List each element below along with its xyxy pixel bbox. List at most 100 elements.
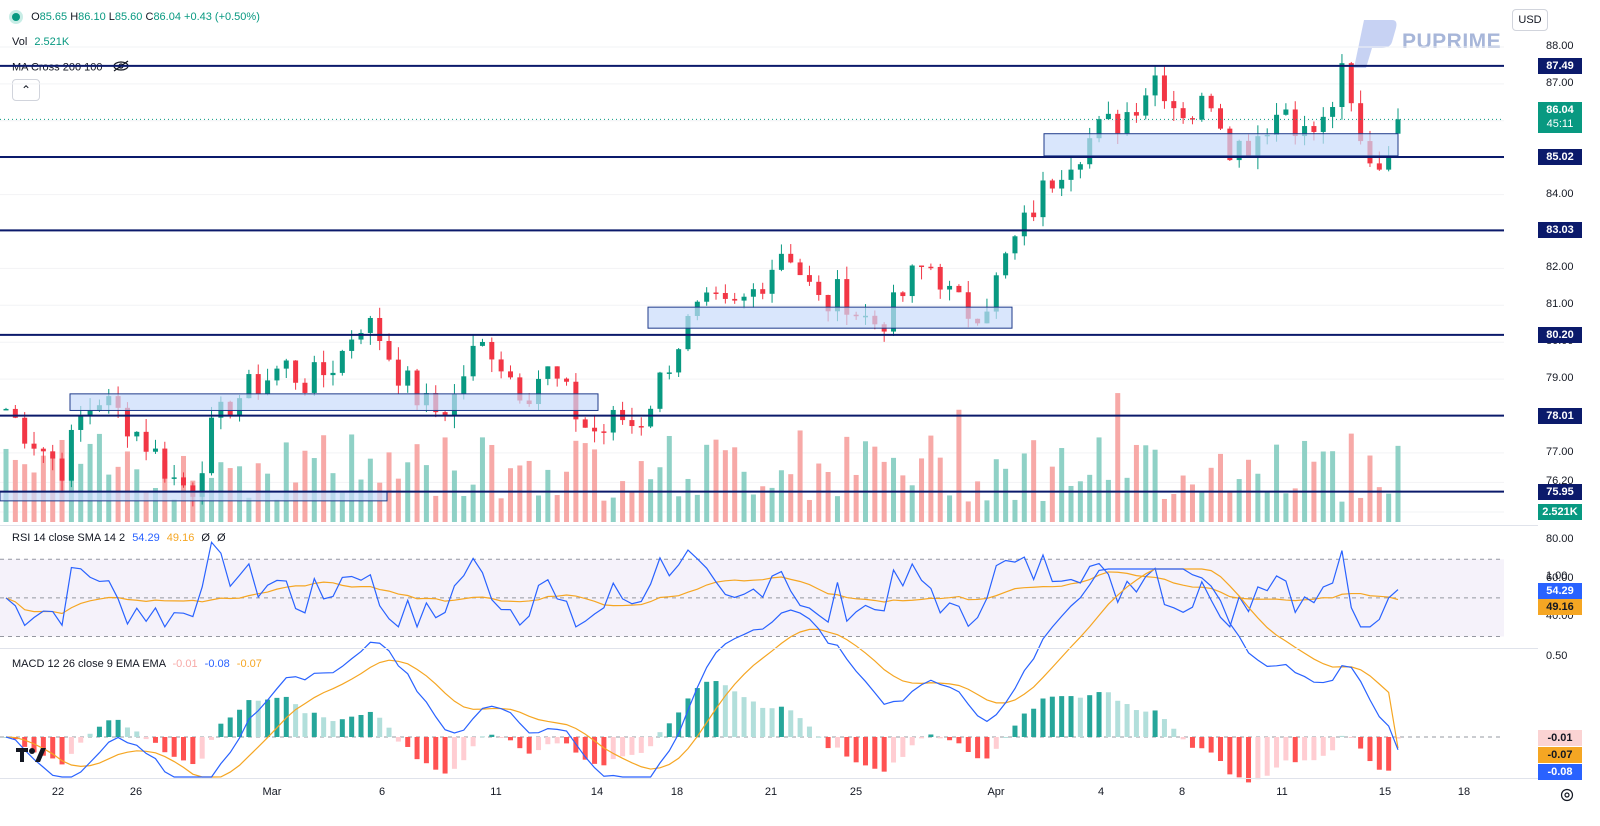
volume-tag: 2.521K: [1538, 504, 1582, 520]
volume-bar: [1367, 455, 1373, 522]
macd-histogram-bar: [255, 700, 261, 737]
volume-bar: [713, 439, 719, 522]
macd-histogram-bar: [274, 697, 280, 737]
macd-histogram-bar: [1003, 736, 1009, 738]
candle-body: [181, 477, 187, 486]
candle-body: [1068, 169, 1074, 180]
macd-histogram-bar: [349, 716, 355, 737]
volume-bar: [666, 435, 672, 522]
time-axis-label: 15: [1378, 786, 1392, 798]
macd-histogram-bar: [96, 726, 102, 737]
pane-separator-macd[interactable]: [0, 648, 1538, 649]
macd-histogram-bar: [1274, 737, 1280, 768]
volume-bar: [1096, 437, 1102, 522]
volume-bar: [676, 496, 682, 522]
candle-body: [40, 448, 46, 452]
macd-histogram-bar: [1031, 708, 1037, 737]
candle-body: [554, 366, 560, 379]
volume-bar: [1302, 440, 1308, 522]
low-label: L: [108, 11, 115, 23]
time-axis-label: 18: [670, 786, 684, 798]
candle-body: [1152, 75, 1158, 96]
candle-body: [909, 265, 915, 297]
candle-body: [1208, 95, 1214, 109]
volume-bar: [152, 487, 158, 522]
volume-legend[interactable]: Vol 2.521K: [12, 36, 69, 48]
time-axis-separator: [0, 778, 1538, 779]
macd-histogram-bar: [330, 721, 336, 737]
macd-hist-value: -0.01: [172, 658, 198, 670]
volume-bar: [1003, 468, 1009, 522]
macd-histogram-bar: [1189, 737, 1195, 748]
price-axis-label: 88.00: [1546, 40, 1574, 52]
macd-histogram-bar: [592, 737, 598, 764]
volume-bar: [984, 500, 990, 522]
volume-bar: [722, 450, 728, 522]
rsi-sma-value: 49.16: [166, 532, 195, 544]
macd-histogram-bar: [638, 737, 644, 753]
candle-body: [358, 332, 364, 340]
collapse-legend-button[interactable]: ⌃: [12, 79, 40, 101]
candle-body: [1330, 107, 1336, 117]
volume-bar: [321, 435, 327, 522]
candle-body: [265, 380, 271, 394]
macd-histogram-bar: [778, 706, 784, 737]
settings-gear-icon[interactable]: [1560, 788, 1574, 807]
volume-bar: [806, 499, 812, 522]
volume-bar: [620, 481, 626, 522]
volume-bar: [87, 443, 93, 522]
volume-bar: [181, 455, 187, 522]
macd-histogram-bar: [1077, 697, 1083, 737]
candle-body: [274, 368, 280, 381]
macd-histogram-bar: [909, 737, 915, 746]
volume-bar: [947, 495, 953, 522]
volume-bar: [386, 452, 392, 522]
macd-line: [5, 568, 1399, 778]
macd-histogram-bar: [106, 720, 112, 737]
candle-body: [50, 451, 56, 459]
candle-body: [1386, 156, 1392, 170]
macd-histogram-bar: [956, 737, 962, 744]
volume-bar: [993, 459, 999, 522]
candle-body: [956, 285, 962, 293]
tradingview-logo-icon[interactable]: [16, 746, 46, 769]
volume-bar: [797, 430, 803, 522]
candle-body: [769, 269, 775, 294]
macd-histogram-bar: [1255, 737, 1261, 780]
volume-bar: [648, 479, 654, 522]
macd-histogram-bar: [367, 711, 373, 737]
currency-selector[interactable]: USD: [1512, 9, 1548, 31]
level-price-tag: 87.49: [1538, 57, 1582, 74]
volume-bar: [283, 442, 289, 522]
volume-bar: [1040, 500, 1046, 522]
macd-histogram-bar: [732, 691, 738, 737]
volume-bar: [479, 437, 485, 522]
pane-separator-rsi[interactable]: [0, 525, 1538, 526]
volume-bar: [629, 491, 635, 522]
candle-body: [1161, 75, 1167, 102]
candle-body: [816, 281, 822, 295]
macd-histogram-bar: [395, 737, 401, 742]
rsi-legend[interactable]: RSI 14 close SMA 14 2 54.29 49.16 Ø Ø: [12, 532, 226, 544]
candle-body: [582, 419, 588, 428]
macd-histogram-bar: [1236, 737, 1242, 778]
volume-bar: [143, 491, 149, 522]
candle-body: [666, 372, 672, 374]
volume-bar: [470, 484, 476, 522]
candle-body: [1376, 163, 1382, 170]
ma-cross-label: MA Cross 200 100: [12, 61, 103, 74]
macd-legend[interactable]: MACD 12 26 close 9 EMA EMA -0.01 -0.08 -…: [12, 658, 262, 670]
candle-body: [1124, 112, 1130, 134]
volume-bar: [937, 457, 943, 522]
volume-bar: [1021, 453, 1027, 522]
bar-countdown: 45:11: [1546, 118, 1574, 130]
candle-body: [844, 279, 850, 315]
macd-histogram-bar: [1264, 737, 1270, 776]
macd-histogram-bar: [769, 708, 775, 737]
volume-bar: [1395, 445, 1401, 522]
volume-bar: [732, 447, 738, 522]
volume-bar: [769, 487, 775, 522]
volume-bar: [1143, 445, 1149, 522]
macd-histogram-bar: [722, 685, 728, 737]
